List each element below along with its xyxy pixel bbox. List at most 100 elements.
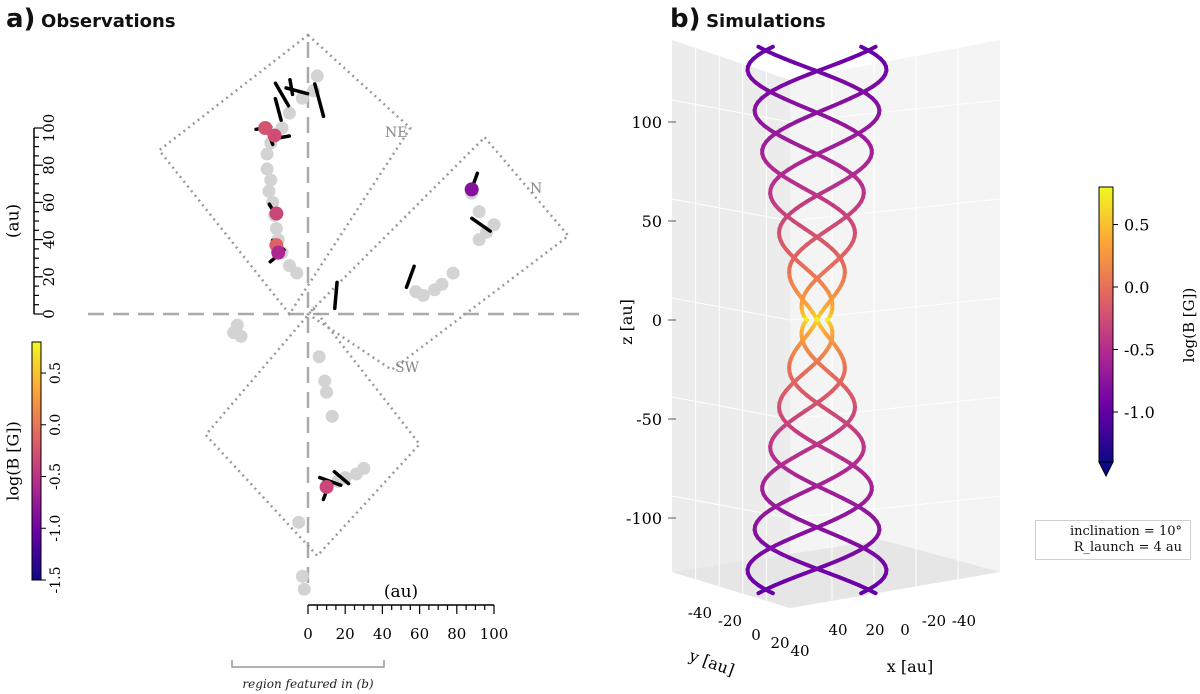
- back-left-pane: [672, 40, 790, 608]
- y-tick-label: 100: [40, 114, 58, 143]
- y-tick-label: 0: [40, 309, 58, 319]
- gray-point: [435, 277, 449, 291]
- x-tick-label: 60: [410, 625, 429, 643]
- gray-point: [269, 221, 283, 235]
- region-box-n: [306, 135, 571, 372]
- field-vector: [313, 82, 326, 119]
- y-tick-label: 20: [40, 267, 58, 286]
- y-tick-label: 20: [770, 634, 789, 652]
- z-tick-label: 50: [642, 212, 662, 231]
- x-tick-label: -40: [952, 612, 976, 630]
- z-tick-label: 100: [631, 113, 662, 132]
- colorbar-a-tick-label: -0.5: [48, 463, 64, 490]
- colorbar-a-label: log(B [G]): [4, 421, 23, 501]
- gray-point: [295, 569, 309, 583]
- x-axis-label: (au): [384, 582, 418, 602]
- colorbar-a-tick-label: -1.0: [48, 515, 64, 542]
- field-vector: [273, 96, 283, 122]
- z-tick-label: -100: [626, 509, 662, 528]
- field-vector: [470, 216, 492, 233]
- legend-inclination: inclination = 10°: [1069, 524, 1182, 539]
- gray-point: [297, 582, 311, 596]
- field-vector: [332, 469, 351, 486]
- colorbar-b-label: log(B [G]): [1180, 288, 1198, 363]
- colorbar-b: [1098, 186, 1114, 463]
- field-vector: [284, 86, 310, 96]
- y-tick-label: 80: [40, 156, 58, 175]
- gray-point: [487, 218, 501, 232]
- region-box-ne: [157, 33, 412, 317]
- field-line-segment: [756, 44, 769, 53]
- gray-point: [446, 266, 460, 280]
- x-tick-label: 40: [828, 621, 847, 639]
- gray-point: [416, 288, 430, 302]
- x-tick-label: -20: [922, 612, 946, 630]
- y-tick-label: 0: [751, 626, 761, 644]
- gray-point: [264, 173, 278, 187]
- gray-point: [318, 374, 332, 388]
- panel-b-title: b) Simulations: [670, 4, 826, 34]
- gray-point: [234, 329, 248, 343]
- field-line-segment: [859, 44, 871, 53]
- x-tick-label: 40: [373, 625, 392, 643]
- panel-b-name: Simulations: [706, 11, 826, 32]
- region-box-sw: [204, 306, 422, 558]
- panel-a-title: a) Observations: [6, 4, 176, 34]
- gray-point: [295, 91, 309, 105]
- z-axis-label: z [au]: [617, 299, 636, 345]
- panel-b-letter: b): [670, 4, 701, 34]
- colorbar-b-tick-label: 0.0: [1124, 278, 1149, 297]
- y-tick-label: 40: [790, 642, 809, 660]
- colored-point: [271, 245, 286, 260]
- gray-point: [292, 515, 306, 529]
- y-tick-label: 60: [40, 193, 58, 212]
- grid-line: [671, 198, 791, 222]
- colorbar-b-tick-label: 0.5: [1124, 216, 1149, 235]
- legend-box: inclination = 10° R_launch = 4 au: [1035, 520, 1191, 560]
- x-axis-label: x [au]: [887, 657, 933, 676]
- grid-line: [789, 198, 1001, 222]
- gray-point: [357, 461, 371, 475]
- grid-line: [671, 297, 791, 321]
- z-tick-label: 0: [652, 311, 662, 330]
- field-vector: [288, 78, 295, 97]
- gray-point: [312, 350, 326, 364]
- gray-point: [290, 266, 304, 280]
- panel-a-letter: a): [6, 4, 36, 34]
- colorbar-a-tick-label: 0.5: [48, 362, 64, 384]
- grid-line: [789, 297, 1001, 321]
- colorbar-b-extend: [1098, 461, 1114, 478]
- region-label-n: N: [530, 181, 542, 197]
- colorbar-b-tick-label: -1.0: [1124, 403, 1155, 422]
- grid-line: [671, 495, 791, 519]
- grid-line: [671, 99, 791, 123]
- gray-point: [325, 409, 339, 423]
- grid-line: [789, 99, 1001, 123]
- panel-a: NE N SW 0 20 40 60 80 100 (au) 0 20 40 60 80 100 (au) reg…: [4, 33, 585, 691]
- grid-line: [789, 396, 1001, 420]
- x-tick-label: 0: [303, 625, 313, 643]
- x-tick-label: 0: [900, 621, 910, 639]
- back-right-pane: [790, 40, 1000, 608]
- region-label-sw: SW: [395, 360, 420, 376]
- gray-point: [260, 162, 274, 176]
- colored-point: [319, 479, 334, 494]
- x-tick-label: 80: [447, 625, 466, 643]
- colored-point: [269, 206, 284, 221]
- y-tick-label: 40: [40, 230, 58, 249]
- y-tick-label: -40: [688, 604, 712, 622]
- gray-point: [320, 385, 334, 399]
- gray-point: [310, 69, 324, 83]
- grid-line: [671, 396, 791, 420]
- field-vector: [273, 81, 291, 108]
- colorbar-a-tick-label: -1.5: [48, 567, 64, 594]
- colorbar-b-tick-label: -0.5: [1124, 341, 1155, 360]
- y-axis-label: y [au]: [686, 646, 737, 680]
- y-axis-label: (au): [4, 204, 24, 238]
- x-tick-label: 20: [336, 625, 355, 643]
- y-tick-label: -20: [718, 612, 742, 630]
- gray-point: [472, 205, 486, 219]
